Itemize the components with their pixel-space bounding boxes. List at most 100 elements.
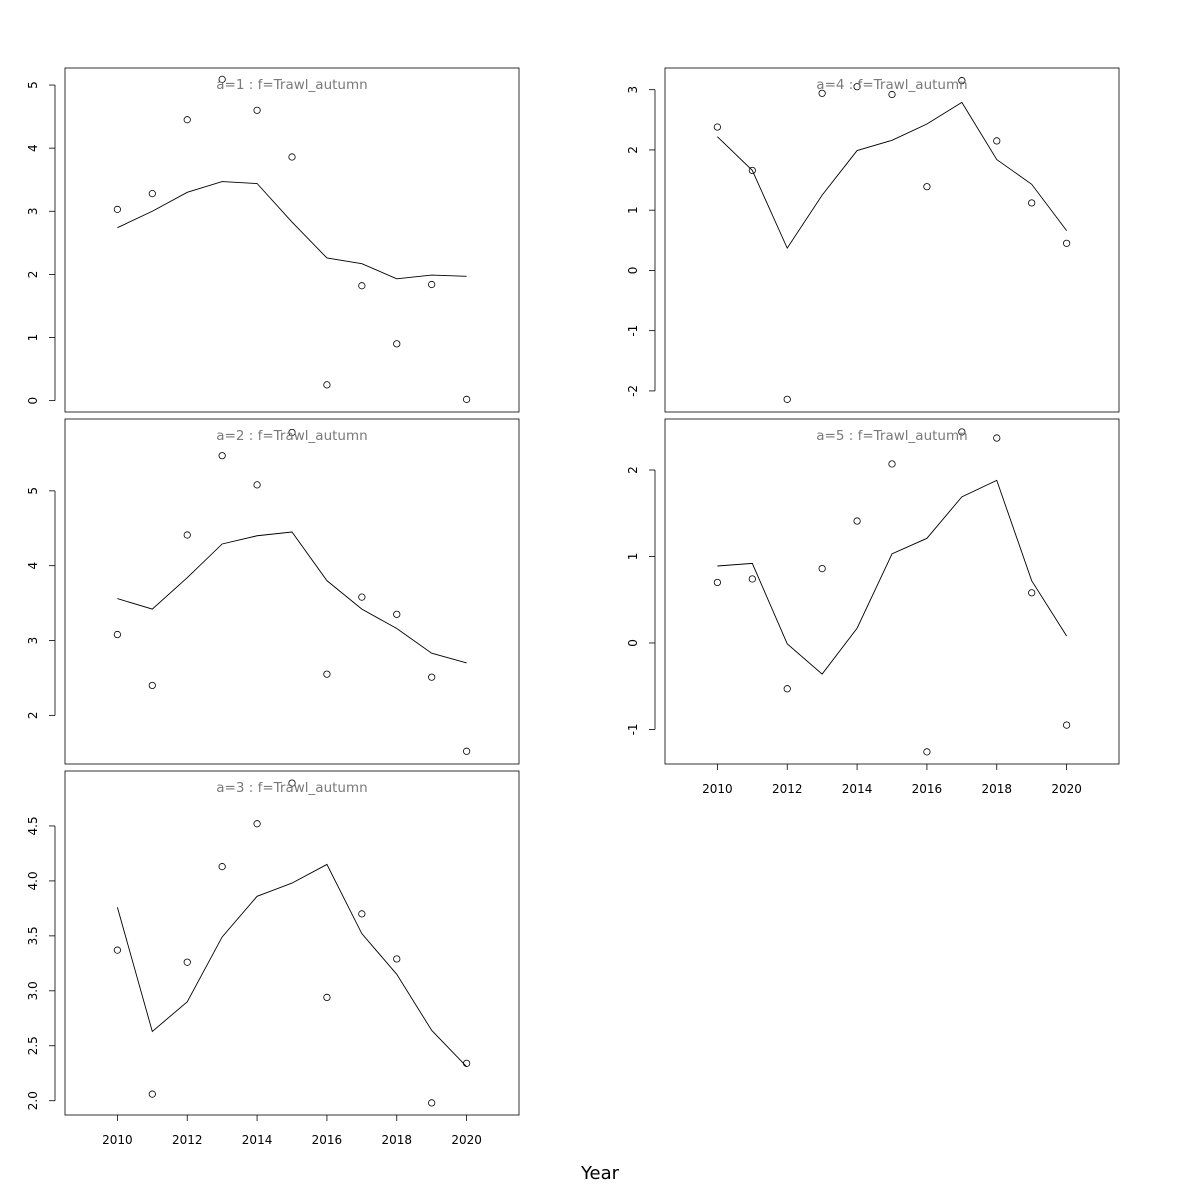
observed-point xyxy=(993,434,1001,442)
panel-title: a=4 : f=Trawl_autumn xyxy=(816,77,967,93)
y-tick-label: 3.0 xyxy=(26,981,40,1000)
observed-point xyxy=(183,116,191,124)
y-tick-label: 2.5 xyxy=(26,1036,40,1055)
x-tick-label: 2020 xyxy=(1051,782,1082,796)
y-tick-label: 3 xyxy=(26,207,40,215)
y-tick-label: 2 xyxy=(626,466,640,474)
y-tick-label: -2 xyxy=(626,385,640,397)
observed-point xyxy=(148,190,156,198)
observed-point xyxy=(393,955,401,963)
plot-frame xyxy=(664,418,1120,765)
panel-title: a=1 : f=Trawl_autumn xyxy=(216,77,367,93)
observed-point xyxy=(783,395,791,403)
observed-point xyxy=(113,946,121,954)
x-tick-label: 2012 xyxy=(772,782,803,796)
observed-point xyxy=(958,77,966,85)
observed-point xyxy=(713,123,721,131)
observed-point xyxy=(218,75,226,83)
observed-point xyxy=(748,166,756,175)
observed-point xyxy=(818,564,826,573)
panel-1: 0 1 2 3 4 5 a=1 : f=Trawl_autumn xyxy=(26,67,520,413)
observed-point xyxy=(428,280,436,289)
y-tick-label: 1 xyxy=(626,553,640,561)
observed-point xyxy=(853,517,861,525)
observed-point xyxy=(463,747,471,755)
observed-point xyxy=(393,610,401,618)
panel-4: -2 -1 0 1 2 3 a=4 : f=Trawl_autumn xyxy=(626,67,1120,413)
observed-point xyxy=(253,106,261,114)
observed-point xyxy=(1028,589,1036,597)
y-tick-label: 5 xyxy=(26,81,40,89)
observed-point xyxy=(358,910,366,918)
y-tick-label: 1 xyxy=(626,206,640,214)
y-tick-label: 4 xyxy=(26,144,40,152)
panel-2: 2 3 4 5 a=2 : f=Trawl_autumn xyxy=(26,418,520,765)
y-tick-label: 1 xyxy=(26,334,40,342)
observed-point xyxy=(358,593,366,601)
y-tick-label: 3.5 xyxy=(26,926,40,945)
y-tick-label: 4 xyxy=(26,562,40,570)
observed-point xyxy=(323,670,331,678)
y-tick-label: 4.0 xyxy=(26,871,40,890)
observed-point xyxy=(818,89,826,97)
y-tick-label: 0 xyxy=(26,397,40,405)
observed-point xyxy=(993,137,1001,145)
plot-frame xyxy=(64,770,520,1116)
observed-point xyxy=(323,993,331,1002)
x-tick-label: 2016 xyxy=(312,1133,343,1147)
x-tick-label: 2016 xyxy=(912,782,943,796)
observed-point xyxy=(288,153,296,161)
x-tick-label: 2010 xyxy=(102,1133,133,1147)
fitted-line xyxy=(117,531,467,664)
y-tick-label: 2 xyxy=(26,271,40,279)
observed-point xyxy=(113,630,121,639)
observed-point xyxy=(218,452,226,460)
observed-point xyxy=(148,681,156,690)
observed-point xyxy=(218,863,226,871)
observed-point xyxy=(463,395,471,403)
x-axis-label: Year xyxy=(580,1163,620,1184)
y-tick-label: 2 xyxy=(626,146,640,154)
fitted-line xyxy=(116,863,467,1067)
observed-point xyxy=(288,779,296,787)
fitted-line xyxy=(717,479,1068,675)
panel-5: -1 0 1 2 2010 2012 2014 2016 2018 2020 a=5 : f=Tra… xyxy=(626,418,1120,796)
y-tick-label: 5 xyxy=(26,487,40,495)
observed-point xyxy=(428,1099,436,1107)
panel-title: a=5 : f=Trawl_autumn xyxy=(816,428,967,444)
panel-3: 2.0 2.5 3.0 3.5 4.0 4.5 2010 2012 2014 2016 2018 20… xyxy=(26,770,520,1147)
x-tick-label: 2018 xyxy=(381,1133,412,1147)
observed-point xyxy=(463,1059,471,1067)
observed-point xyxy=(113,205,121,213)
plot-frame xyxy=(64,418,520,765)
observed-point xyxy=(148,1090,156,1098)
observed-point xyxy=(1028,199,1036,207)
observed-point xyxy=(923,748,931,756)
observed-point xyxy=(253,481,261,489)
observed-point xyxy=(1063,239,1071,247)
observed-point xyxy=(288,428,296,437)
y-tick-label: 2.0 xyxy=(26,1091,40,1110)
y-tick-label: 3 xyxy=(26,637,40,645)
observed-point xyxy=(958,428,966,436)
observed-point xyxy=(783,685,791,693)
observed-point xyxy=(183,958,191,966)
y-tick-label: 0 xyxy=(626,639,640,647)
observed-point xyxy=(253,820,261,828)
y-tick-label: -1 xyxy=(626,723,640,735)
plot-frame xyxy=(664,67,1120,413)
y-tick-label: 4.5 xyxy=(26,816,40,835)
y-tick-label: -1 xyxy=(626,325,640,337)
observed-point xyxy=(748,575,756,583)
observed-point xyxy=(358,282,366,290)
y-tick-label: 3 xyxy=(626,86,640,94)
x-tick-label: 2014 xyxy=(842,782,873,796)
y-tick-label: 0 xyxy=(626,267,640,275)
observed-point xyxy=(183,531,191,539)
observed-point xyxy=(888,90,896,99)
x-tick-label: 2018 xyxy=(981,782,1012,796)
observed-point xyxy=(713,578,721,587)
x-tick-label: 2014 xyxy=(242,1133,273,1147)
